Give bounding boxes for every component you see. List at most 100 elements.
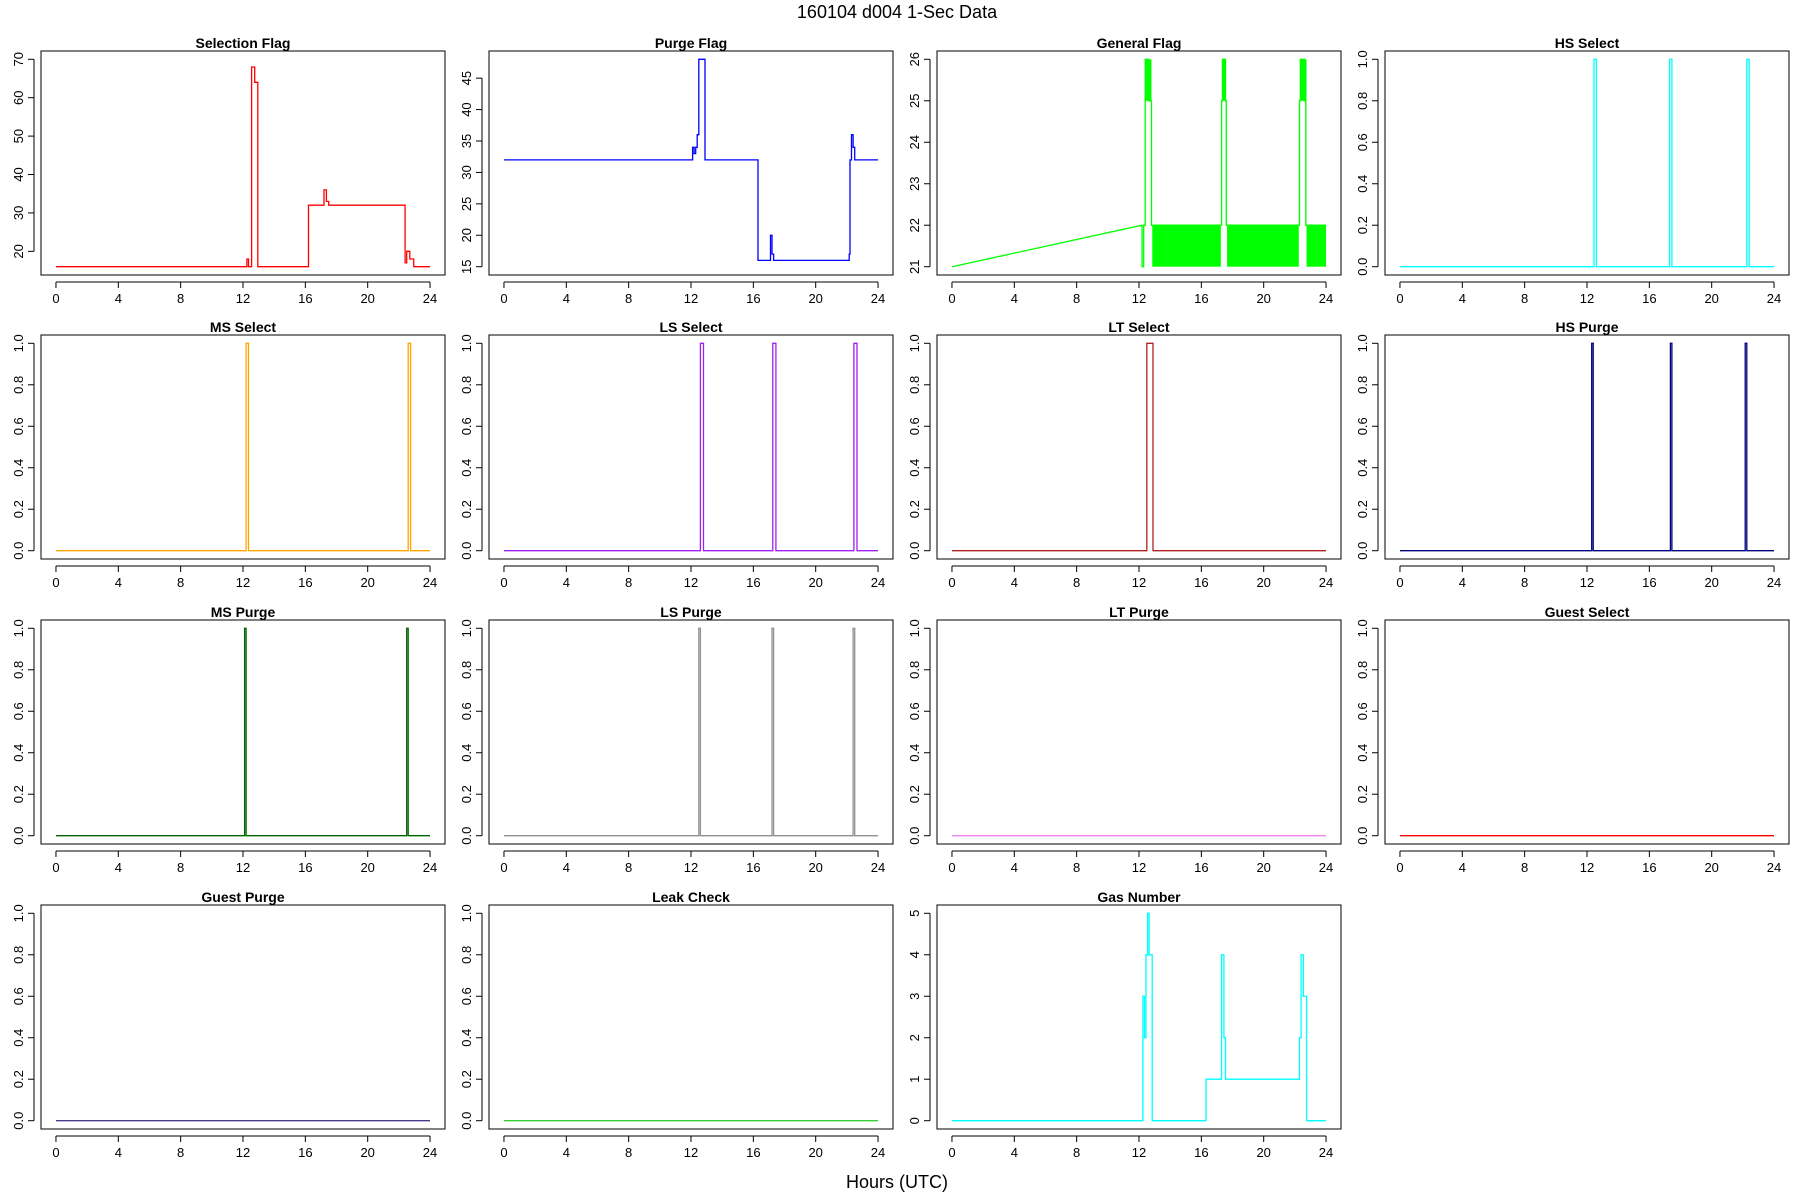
y-tick-label-guest-purge-1: 0.2 [11, 1070, 26, 1088]
y-tick-label-purge-flag-4: 35 [459, 134, 474, 148]
x-tick-label-general-flag-0: 0 [948, 291, 955, 306]
y-tick-label-hs-purge-2: 0.4 [1355, 459, 1370, 477]
y-tick-label-gas-number-1: 1 [907, 1076, 922, 1083]
y-tick-label-lt-purge-3: 0.6 [907, 702, 922, 720]
panel-title-lt-purge: LT Purge [1109, 604, 1169, 620]
plot-box-gas-number [936, 904, 1342, 1130]
x-tick-label-hs-purge-2: 8 [1521, 575, 1528, 590]
y-tick-label-ms-select-4: 0.8 [11, 376, 26, 394]
x-tick-label-general-flag-2: 8 [1073, 291, 1080, 306]
y-tick-label-ms-select-5: 1.0 [11, 334, 26, 352]
panel-ls-select: LS Select 0 4 8 12 16 20 24 0.0 0.2 0.4 0.6 0.8 1.0 [459, 319, 894, 590]
x-tick-label-hs-purge-3: 12 [1580, 575, 1594, 590]
band-general-flag-0 [1152, 225, 1221, 267]
panel-guest-select: Guest Select 0 4 8 12 16 20 24 0.0 0.2 0.4 0.6 0.8 1.… [1355, 604, 1790, 875]
y-tick-label-ms-purge-0: 0.0 [11, 827, 26, 845]
x-tick-label-purge-flag-2: 8 [625, 291, 632, 306]
x-tick-label-purge-flag-5: 20 [808, 291, 822, 306]
x-tick-label-guest-select-4: 16 [1642, 860, 1656, 875]
y-tick-label-lt-purge-0: 0.0 [907, 827, 922, 845]
y-tick-label-selection-flag-2: 40 [11, 167, 26, 181]
y-tick-label-hs-select-4: 0.8 [1355, 92, 1370, 110]
x-tick-label-ls-select-1: 4 [563, 575, 570, 590]
x-tick-label-guest-select-5: 20 [1704, 860, 1718, 875]
x-tick-label-leak-check-3: 12 [684, 1145, 698, 1160]
y-tick-label-lt-purge-5: 1.0 [907, 619, 922, 637]
x-tick-label-lt-purge-1: 4 [1011, 860, 1018, 875]
plot-box-hs-purge [1384, 334, 1790, 560]
y-tick-label-guest-purge-0: 0.0 [11, 1112, 26, 1130]
y-tick-label-ls-select-5: 1.0 [459, 334, 474, 352]
x-tick-label-lt-select-3: 12 [1132, 575, 1146, 590]
y-tick-label-hs-select-3: 0.6 [1355, 133, 1370, 151]
y-tick-label-general-flag-2: 23 [907, 177, 922, 191]
y-tick-label-ls-purge-0: 0.0 [459, 827, 474, 845]
panel-purge-flag: Purge Flag 0 4 8 12 16 20 24 15 20 25 30 35 40 45 [459, 35, 894, 306]
y-tick-label-hs-select-1: 0.2 [1355, 216, 1370, 234]
x-tick-label-ms-purge-6: 24 [423, 860, 437, 875]
panel-lt-purge: LT Purge 0 4 8 12 16 20 24 0.0 0.2 0.4 0.6 0.8 1.0 [907, 604, 1342, 875]
x-tick-label-guest-select-6: 24 [1767, 860, 1781, 875]
x-tick-label-guest-select-1: 4 [1459, 860, 1466, 875]
y-tick-label-guest-purge-4: 0.8 [11, 946, 26, 964]
x-tick-label-hs-select-6: 24 [1767, 291, 1781, 306]
y-tick-label-leak-check-4: 0.8 [459, 946, 474, 964]
panel-title-guest-purge: Guest Purge [201, 889, 284, 905]
y-tick-label-gas-number-3: 3 [907, 993, 922, 1000]
plot-box-guest-select [1384, 619, 1790, 845]
plot-box-general-flag [936, 50, 1342, 276]
y-tick-label-purge-flag-5: 40 [459, 102, 474, 116]
x-tick-label-ls-select-2: 8 [625, 575, 632, 590]
x-tick-label-guest-purge-3: 12 [236, 1145, 250, 1160]
x-tick-label-lt-purge-0: 0 [948, 860, 955, 875]
x-tick-label-ms-select-4: 16 [298, 575, 312, 590]
y-tick-label-purge-flag-3: 30 [459, 165, 474, 179]
panel-hs-purge: HS Purge 0 4 8 12 16 20 24 0.0 0.2 0.4 0.6 0.8 1.0 [1355, 319, 1790, 590]
x-tick-label-ms-purge-4: 16 [298, 860, 312, 875]
y-tick-label-ms-purge-3: 0.6 [11, 702, 26, 720]
x-tick-label-purge-flag-3: 12 [684, 291, 698, 306]
band-general-flag-2 [1306, 225, 1327, 267]
y-tick-label-lt-select-4: 0.8 [907, 376, 922, 394]
x-tick-label-gas-number-0: 0 [948, 1145, 955, 1160]
panel-title-guest-select: Guest Select [1545, 604, 1630, 620]
x-tick-label-ms-select-3: 12 [236, 575, 250, 590]
series-line-gas-number [952, 912, 1326, 1122]
x-tick-label-purge-flag-1: 4 [563, 291, 570, 306]
x-tick-label-lt-select-6: 24 [1319, 575, 1333, 590]
y-tick-label-hs-select-5: 1.0 [1355, 50, 1370, 68]
series-line-ls-purge [504, 627, 878, 837]
panel-ls-purge: LS Purge 0 4 8 12 16 20 24 0.0 0.2 0.4 0.6 0.8 1.0 [459, 604, 894, 875]
y-tick-label-leak-check-1: 0.2 [459, 1070, 474, 1088]
x-tick-label-hs-purge-0: 0 [1396, 575, 1403, 590]
y-tick-label-gas-number-0: 0 [907, 1117, 922, 1124]
y-tick-label-ms-select-3: 0.6 [11, 417, 26, 435]
plot-box-selection-flag [40, 50, 446, 276]
x-tick-label-selection-flag-2: 8 [177, 291, 184, 306]
y-tick-label-general-flag-4: 25 [907, 94, 922, 108]
band-general-flag-1 [1227, 225, 1299, 267]
x-tick-label-guest-purge-4: 16 [298, 1145, 312, 1160]
y-tick-label-ls-select-4: 0.8 [459, 376, 474, 394]
y-tick-label-ms-purge-2: 0.4 [11, 744, 26, 762]
x-tick-label-ms-select-6: 24 [423, 575, 437, 590]
plot-box-lt-purge [936, 619, 1342, 845]
x-tick-label-leak-check-2: 8 [625, 1145, 632, 1160]
x-tick-label-hs-select-2: 8 [1521, 291, 1528, 306]
x-tick-label-ls-purge-5: 20 [808, 860, 822, 875]
x-tick-label-guest-select-0: 0 [1396, 860, 1403, 875]
x-tick-label-ms-purge-2: 8 [177, 860, 184, 875]
x-tick-label-ms-purge-3: 12 [236, 860, 250, 875]
y-tick-label-purge-flag-1: 20 [459, 228, 474, 242]
x-tick-label-ms-purge-5: 20 [360, 860, 374, 875]
panel-selection-flag: Selection Flag 0 4 8 12 16 20 24 20 30 40 50 60 70 [11, 35, 446, 306]
panel-title-general-flag: General Flag [1097, 35, 1182, 51]
x-tick-label-ls-select-6: 24 [871, 575, 885, 590]
x-tick-label-lt-select-4: 16 [1194, 575, 1208, 590]
y-tick-label-ls-purge-5: 1.0 [459, 619, 474, 637]
y-tick-label-gas-number-5: 5 [907, 910, 922, 917]
x-tick-label-lt-purge-4: 16 [1194, 860, 1208, 875]
